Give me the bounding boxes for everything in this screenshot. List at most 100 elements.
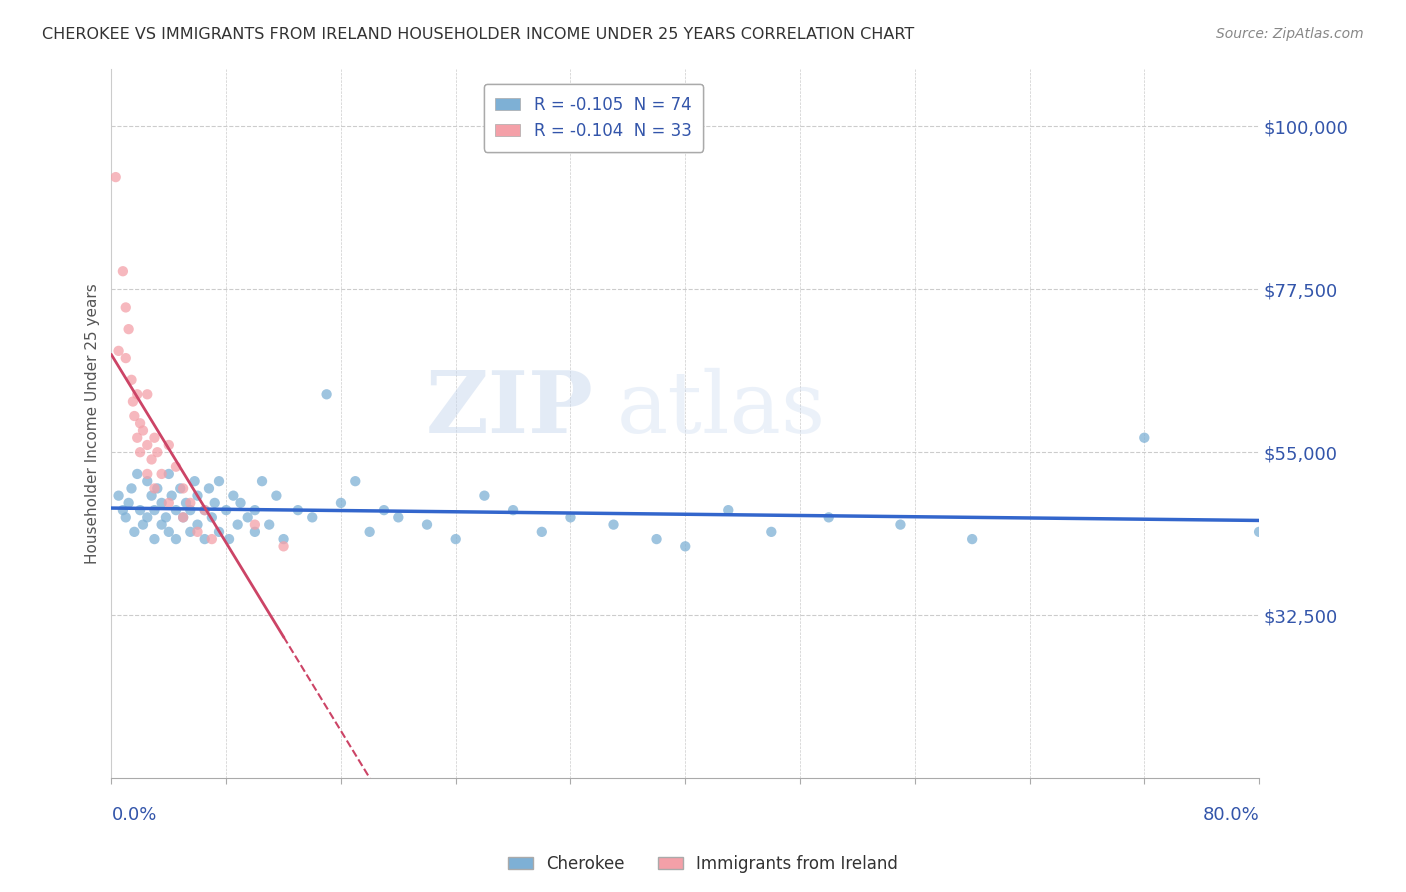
Point	[179, 524, 201, 539]
Text: 0.0%: 0.0%	[111, 806, 157, 824]
Point	[114, 510, 136, 524]
Point	[146, 482, 169, 496]
Point	[201, 510, 224, 524]
Point	[301, 510, 323, 524]
Point	[226, 517, 249, 532]
Point	[104, 170, 127, 185]
Point	[117, 322, 139, 336]
Point	[157, 496, 180, 510]
Point	[236, 510, 259, 524]
Point	[129, 417, 152, 431]
Point	[315, 387, 337, 401]
Point	[218, 532, 240, 546]
Point	[121, 373, 143, 387]
Point	[287, 503, 309, 517]
Text: atlas: atlas	[616, 368, 825, 450]
Point	[165, 503, 187, 517]
Point	[208, 474, 231, 488]
Point	[673, 539, 696, 553]
Point	[602, 517, 624, 532]
Point	[172, 510, 194, 524]
Point	[150, 496, 173, 510]
Point	[143, 503, 166, 517]
Point	[157, 438, 180, 452]
Point	[132, 517, 155, 532]
Point	[201, 532, 224, 546]
Point	[179, 496, 201, 510]
Point	[387, 510, 409, 524]
Point	[172, 510, 194, 524]
Point	[141, 452, 163, 467]
Point	[817, 510, 839, 524]
Point	[257, 517, 280, 532]
Point	[273, 532, 295, 546]
Point	[143, 431, 166, 445]
Point	[344, 474, 367, 488]
Point	[124, 409, 146, 423]
Point	[124, 524, 146, 539]
Point	[373, 503, 395, 517]
Point	[179, 503, 201, 517]
Point	[114, 351, 136, 365]
Point	[761, 524, 783, 539]
Point	[359, 524, 381, 539]
Point	[502, 503, 524, 517]
Point	[172, 482, 194, 496]
Point	[243, 503, 266, 517]
Point	[889, 517, 911, 532]
Point	[165, 532, 187, 546]
Point	[132, 424, 155, 438]
Point	[107, 343, 129, 358]
Point	[150, 517, 173, 532]
Point	[194, 503, 217, 517]
Point	[198, 482, 221, 496]
Point	[157, 524, 180, 539]
Point	[127, 431, 149, 445]
Point	[960, 532, 983, 546]
Point	[121, 482, 143, 496]
Point	[136, 387, 159, 401]
Point	[243, 517, 266, 532]
Point	[186, 524, 208, 539]
Point	[160, 489, 183, 503]
Point	[141, 489, 163, 503]
Text: Source: ZipAtlas.com: Source: ZipAtlas.com	[1216, 27, 1364, 41]
Point	[111, 264, 134, 278]
Point	[129, 503, 152, 517]
Point	[174, 496, 197, 510]
Point	[243, 524, 266, 539]
Point	[560, 510, 582, 524]
Point	[136, 474, 159, 488]
Point	[129, 445, 152, 459]
Text: CHEROKEE VS IMMIGRANTS FROM IRELAND HOUSEHOLDER INCOME UNDER 25 YEARS CORRELATIO: CHEROKEE VS IMMIGRANTS FROM IRELAND HOUS…	[42, 27, 914, 42]
Point	[136, 438, 159, 452]
Point	[127, 467, 149, 481]
Text: ZIP: ZIP	[426, 368, 593, 451]
Point	[186, 489, 208, 503]
Point	[1249, 524, 1271, 539]
Point	[416, 517, 439, 532]
Point	[143, 532, 166, 546]
Point	[165, 459, 187, 474]
Point	[250, 474, 273, 488]
Point	[222, 489, 245, 503]
Point	[150, 467, 173, 481]
Point	[1133, 431, 1156, 445]
Point	[474, 489, 496, 503]
Point	[155, 510, 177, 524]
Point	[143, 482, 166, 496]
Point	[273, 539, 295, 553]
Point	[107, 489, 129, 503]
Point	[204, 496, 226, 510]
Legend: Cherokee, Immigrants from Ireland: Cherokee, Immigrants from Ireland	[501, 848, 905, 880]
Point	[266, 489, 288, 503]
Point	[111, 503, 134, 517]
Point	[229, 496, 252, 510]
Point	[208, 524, 231, 539]
Point	[717, 503, 740, 517]
Point	[194, 532, 217, 546]
Point	[136, 510, 159, 524]
Point	[157, 467, 180, 481]
Point	[122, 394, 145, 409]
Point	[169, 482, 191, 496]
